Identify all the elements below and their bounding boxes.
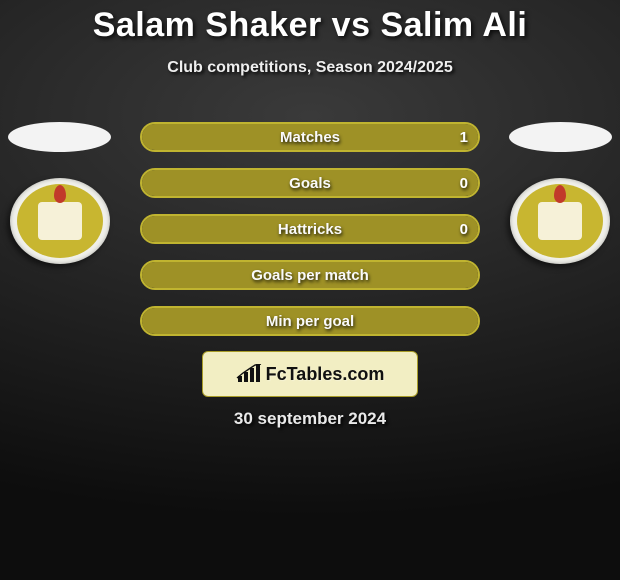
brand-link[interactable]: FcTables.com — [202, 351, 418, 397]
badge-flame-icon — [554, 185, 566, 203]
stat-right-value: 0 — [460, 216, 468, 242]
brand-label: FcTables.com — [266, 364, 385, 385]
stat-right-value: 0 — [460, 170, 468, 196]
comparison-card: Salam Shaker vs Salim Ali Club competiti… — [0, 0, 620, 580]
stat-label: Goals — [142, 170, 478, 196]
stat-bar: Matches 1 — [140, 122, 480, 152]
stat-right-value: 1 — [460, 124, 468, 150]
stat-label: Goals per match — [142, 262, 478, 288]
stat-label: Min per goal — [142, 308, 478, 334]
stat-label: Hattricks — [142, 216, 478, 242]
stat-bar: Hattricks 0 — [140, 214, 480, 244]
page-title: Salam Shaker vs Salim Ali — [0, 0, 620, 45]
club-badge-left — [10, 178, 110, 264]
stat-bar: Goals 0 — [140, 168, 480, 198]
date-label: 30 september 2024 — [0, 409, 620, 429]
stat-bar: Goals per match — [140, 260, 480, 290]
player-right-silhouette — [509, 122, 612, 152]
comparison-bars: Matches 1 Goals 0 Hattricks 0 Goals per … — [140, 122, 480, 352]
badge-center — [38, 202, 82, 240]
subtitle: Club competitions, Season 2024/2025 — [0, 59, 620, 77]
badge-center — [538, 202, 582, 240]
stat-label: Matches — [142, 124, 478, 150]
player-left-silhouette — [8, 122, 111, 152]
badge-flame-icon — [54, 185, 66, 203]
stat-bar: Min per goal — [140, 306, 480, 336]
club-badge-right — [510, 178, 610, 264]
bar-chart-icon — [236, 364, 262, 384]
